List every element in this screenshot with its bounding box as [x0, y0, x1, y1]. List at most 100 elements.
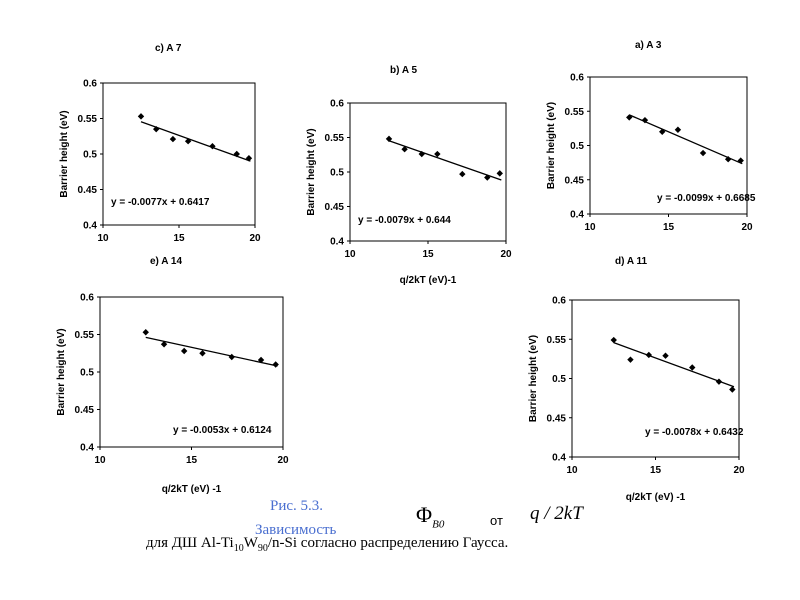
chart-b: b) A 5 0.4 0.45 0.5 0.55 0.6 10 15 20 Barrier hei…	[306, 65, 512, 286]
y-tick-label: 0.5	[330, 168, 344, 179]
caption-phi-letter: Φ	[416, 502, 433, 527]
data-point	[199, 350, 206, 357]
y-tick-label: 0.6	[570, 73, 584, 84]
y-tick-label: 0.5	[80, 368, 94, 379]
y-tick-label: 0.55	[325, 133, 345, 144]
y-tick-label: 0.4	[83, 221, 97, 232]
x-tick-label: 20	[741, 222, 753, 233]
y-tick-label: 0.4	[552, 453, 566, 464]
y-axis-label: Barrier height (eV)	[56, 328, 67, 415]
data-point	[496, 170, 503, 177]
trendline	[388, 140, 502, 181]
data-point	[724, 156, 732, 163]
caption-phi-subscript: B0	[432, 518, 445, 531]
trendline-equation: y = -0.0099x + 0.6685	[657, 193, 756, 204]
trendline	[140, 121, 251, 162]
y-axis-label: Barrier height (eV)	[528, 335, 539, 422]
chart-e: e) A 14 0.4 0.45 0.5 0.55 0.6 10 15 20 Barrier he…	[56, 256, 289, 495]
y-tick-label: 0.45	[547, 413, 567, 424]
y-tick-label: 0.55	[565, 107, 585, 118]
y-tick-label: 0.5	[570, 141, 584, 152]
y-tick-label: 0.6	[80, 293, 94, 304]
data-point	[272, 361, 279, 368]
caption-phi-symbol: ΦB0	[416, 502, 444, 530]
x-axis-label: q/2kT (eV) -1	[626, 492, 686, 503]
x-axis-label: q/2kT (eV) -1	[162, 484, 222, 495]
x-tick-label: 15	[186, 455, 198, 466]
caption-prefix: для ДШ Al-Ti	[146, 535, 234, 551]
data-point	[153, 125, 160, 133]
x-tick-label: 15	[173, 233, 185, 244]
caption-suffix: /n-Si согласно распределению Гаусса.	[267, 535, 509, 551]
x-tick-label: 10	[97, 233, 109, 244]
data-point	[228, 353, 235, 361]
y-tick-label: 0.45	[75, 405, 95, 416]
trendline	[628, 114, 743, 165]
y-axis-label: Barrier height (eV)	[59, 110, 70, 197]
y-tick-label: 0.5	[552, 374, 566, 385]
y-tick-label: 0.6	[83, 79, 97, 90]
chart-d: d) A 11 0.4 0.45 0.5 0.55 0.6 10 15 20 Barrier he…	[528, 256, 745, 503]
y-tick-label: 0.55	[78, 114, 98, 125]
x-tick-label: 10	[344, 249, 356, 260]
y-tick-label: 0.6	[552, 296, 566, 307]
x-tick-label: 15	[663, 222, 675, 233]
data-point	[418, 150, 425, 158]
data-point	[627, 356, 634, 363]
y-tick-label: 0.45	[565, 175, 585, 186]
data-point	[142, 329, 149, 336]
caption-fig-label: Рис. 5.3.	[270, 498, 324, 514]
caption-dependence: Зависимость	[255, 522, 337, 538]
chart-title: a) A 3	[635, 40, 662, 51]
x-tick-label: 20	[500, 249, 512, 260]
data-point	[385, 135, 393, 143]
y-tick-label: 0.45	[78, 185, 98, 196]
y-tick-label: 0.55	[75, 330, 95, 341]
data-point	[434, 150, 441, 158]
data-point	[610, 336, 617, 344]
y-tick-label: 0.5	[83, 150, 97, 161]
data-point	[209, 142, 216, 150]
trendline	[145, 336, 278, 367]
data-point	[659, 128, 666, 135]
data-point	[662, 352, 669, 359]
data-point	[160, 341, 168, 348]
caption-ti-subscript: 10	[233, 543, 244, 554]
plot-area	[99, 296, 284, 448]
y-axis-label: Barrier height (eV)	[306, 128, 317, 215]
data-point	[184, 138, 192, 145]
y-tick-label: 0.4	[570, 210, 584, 221]
data-point	[401, 146, 408, 153]
y-tick-label: 0.6	[330, 99, 344, 110]
x-tick-label: 10	[584, 222, 596, 233]
data-point	[169, 135, 177, 143]
caption-q-over-2kt: q / 2kT	[530, 503, 583, 524]
data-point	[245, 155, 253, 162]
data-point	[257, 356, 265, 364]
chart-c: c) A 7 0.4 0.45 0.5 0.55 0.6 10 15 20 Barrier hei…	[59, 43, 261, 244]
y-tick-label: 0.55	[547, 335, 567, 346]
chart-title: c) A 7	[155, 43, 182, 54]
plot-area	[589, 76, 748, 215]
chart-title: b) A 5	[390, 65, 417, 76]
chart-a: a) A 3 0.4 0.45 0.5 0.55 0.6 10 15 20 Barrier hei…	[546, 40, 756, 233]
y-tick-label: 0.45	[325, 202, 345, 213]
caption-ot: от	[490, 513, 503, 528]
y-tick-label: 0.4	[330, 237, 344, 248]
trendline-equation: y = -0.0053x + 0.6124	[173, 425, 272, 436]
trendline-equation: y = -0.0077x + 0.6417	[111, 197, 210, 208]
x-tick-label: 10	[94, 455, 106, 466]
x-tick-label: 10	[566, 465, 578, 476]
x-tick-label: 15	[650, 465, 662, 476]
caption-w: W	[243, 535, 258, 551]
trendline-equation: y = -0.0078x + 0.6432	[645, 427, 744, 438]
trendline	[613, 342, 735, 388]
x-axis-label: q/2kT (eV)-1	[400, 275, 457, 286]
x-tick-label: 20	[249, 233, 261, 244]
chart-title: d) A 11	[615, 256, 647, 267]
caption-description: для ДШ Al-Ti10W90/n-Si согласно распреде…	[146, 535, 508, 554]
y-tick-label: 0.4	[80, 443, 94, 454]
data-point	[689, 364, 696, 371]
trendline-equation: y = -0.0079x + 0.644	[358, 215, 451, 226]
chart-title: e) A 14	[150, 256, 182, 267]
